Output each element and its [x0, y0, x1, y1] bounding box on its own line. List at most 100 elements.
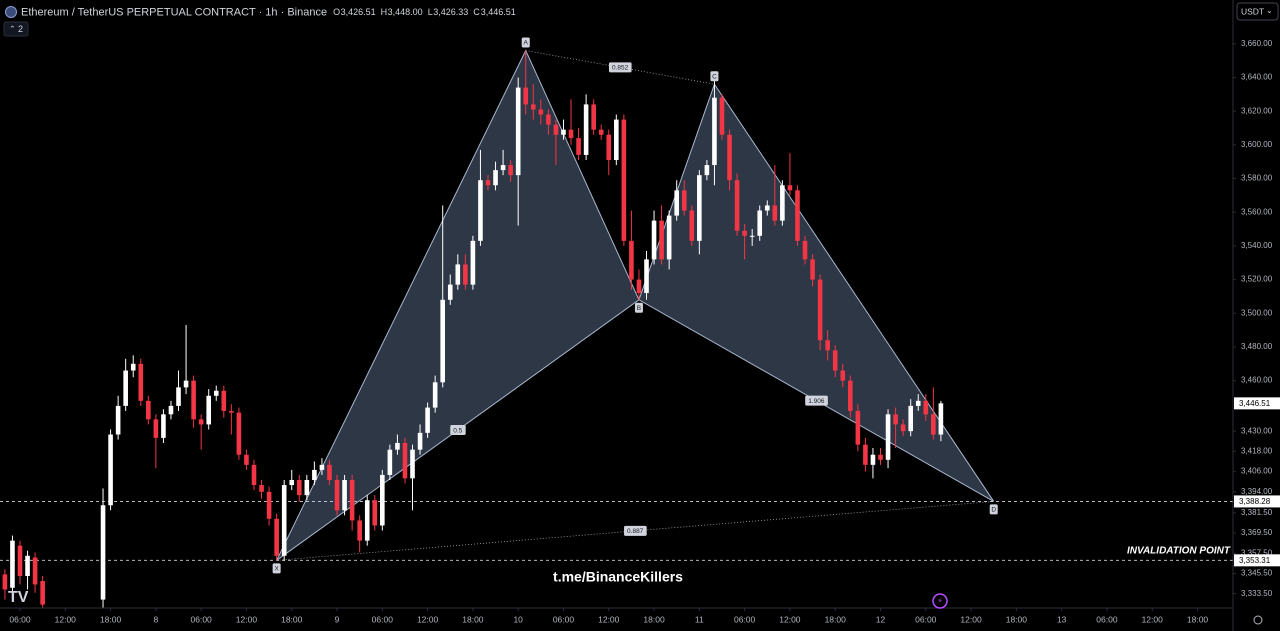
y-tick-label: 3,430.00 [1241, 426, 1273, 435]
candle-body [32, 557, 38, 585]
candle-body [780, 185, 785, 221]
candle-body [108, 434, 113, 506]
x-tick-label: 18:00 [100, 614, 122, 624]
candle-body [168, 405, 174, 415]
candle-body [697, 175, 702, 241]
candle-body [123, 370, 128, 406]
candle-body [17, 545, 23, 576]
indicator-count: 2 [18, 24, 23, 34]
candle-body [644, 259, 649, 294]
x-tick-label: 18:00 [1006, 614, 1028, 624]
candle-body [183, 380, 189, 388]
pattern-point-box [989, 504, 998, 515]
x-tick-label: 12:00 [417, 614, 439, 624]
y-tick-label: 3,357.50 [1241, 548, 1273, 557]
settings-icon[interactable] [1253, 615, 1263, 625]
currency-label: USDT [1241, 6, 1264, 16]
candle-body [176, 387, 181, 406]
x-tick-label: 06:00 [372, 614, 394, 624]
candle-body [100, 505, 106, 600]
ohlc-key: C [473, 7, 480, 17]
x-tick-label: 12:00 [779, 614, 801, 624]
candle-body [553, 124, 559, 135]
ohlc-legend: O 3,426.51 H 3,448.00 L 3,426.33 C 3,446.51 [333, 7, 516, 17]
pattern-point-box [272, 563, 281, 574]
candle-body [410, 449, 415, 479]
pattern-ratio-box [805, 395, 828, 406]
candle-body [259, 485, 264, 492]
candle-body [251, 464, 257, 486]
y-tick-label: 3,406.00 [1241, 467, 1273, 476]
candle-body [787, 185, 793, 191]
candle-body [870, 454, 876, 465]
candle-body [25, 555, 30, 576]
candle-body [885, 414, 891, 460]
x-tick-label: 06:00 [191, 614, 213, 624]
candle-body [848, 380, 853, 411]
x-tick-label: 06:00 [553, 614, 575, 624]
collapse-arrow: ⌃ [9, 25, 16, 34]
candle-body [296, 480, 302, 496]
candle-body [236, 412, 242, 455]
x-tick-label: 10 [513, 614, 523, 624]
candle-body [915, 400, 921, 406]
x-tick-label: 18:00 [462, 614, 484, 624]
candle-body [598, 129, 604, 135]
pattern-point-label: B [637, 305, 641, 312]
hline-price-label: 3,388.28 [1239, 497, 1271, 506]
candle-body [327, 464, 332, 480]
candle-body [764, 205, 770, 211]
candle-body [447, 284, 453, 300]
symbol-title[interactable]: Ethereum / TetherUS PERPETUAL CONTRACT ·… [21, 6, 327, 18]
candle-body [719, 97, 725, 135]
candle-body [749, 235, 755, 237]
candle-body [500, 165, 506, 171]
y-tick-label: 3,660.00 [1241, 39, 1273, 48]
currency-button[interactable] [1236, 2, 1279, 21]
x-tick-label: 18:00 [643, 614, 665, 624]
candle-body [931, 414, 936, 435]
alert-icon-glyph: ⚡ [937, 597, 943, 606]
candle-body [289, 480, 295, 486]
y-tick-label: 3,345.50 [1241, 569, 1273, 578]
candle-body [681, 190, 687, 211]
candle-body [591, 104, 596, 130]
symbol-icon[interactable] [5, 6, 17, 18]
candle-body [878, 454, 883, 460]
y-tick-label: 3,620.00 [1241, 106, 1273, 115]
candle-body [221, 390, 227, 411]
y-tick-label: 3,381.50 [1241, 508, 1273, 517]
candle-body [583, 104, 589, 155]
candle-body [651, 220, 657, 260]
ohlc-key: O [333, 7, 340, 17]
candle-body [757, 210, 763, 236]
pattern-point-box [634, 302, 643, 313]
x-tick-label: 12:00 [1142, 614, 1164, 624]
candle-body [561, 129, 566, 135]
candle-body [478, 180, 483, 241]
candle-body [712, 97, 717, 166]
candle-body [229, 410, 234, 413]
indicators-toggle[interactable] [3, 21, 29, 37]
pattern-ratio-label: 0.5 [453, 427, 462, 434]
candle-body [206, 395, 212, 425]
x-tick-label: 12:00 [55, 614, 77, 624]
candle-body [10, 540, 15, 588]
y-tick-label: 3,500.00 [1241, 308, 1273, 317]
candle-body [191, 380, 196, 420]
candle-body [908, 405, 913, 432]
x-tick-label: 06:00 [1096, 614, 1118, 624]
pattern-point-label: X [274, 566, 279, 573]
candle-body [40, 581, 45, 605]
candle-body [893, 414, 898, 425]
alert-icon[interactable] [932, 593, 948, 609]
tradingview-logo[interactable]: TV [8, 589, 29, 606]
candle-body [614, 119, 619, 160]
x-tick-label: 18:00 [1187, 614, 1209, 624]
candle-body [349, 480, 355, 521]
candle-body [704, 165, 710, 176]
candle-body [130, 363, 136, 371]
y-tick-label: 3,580.00 [1241, 174, 1273, 183]
candle-body [689, 210, 695, 241]
